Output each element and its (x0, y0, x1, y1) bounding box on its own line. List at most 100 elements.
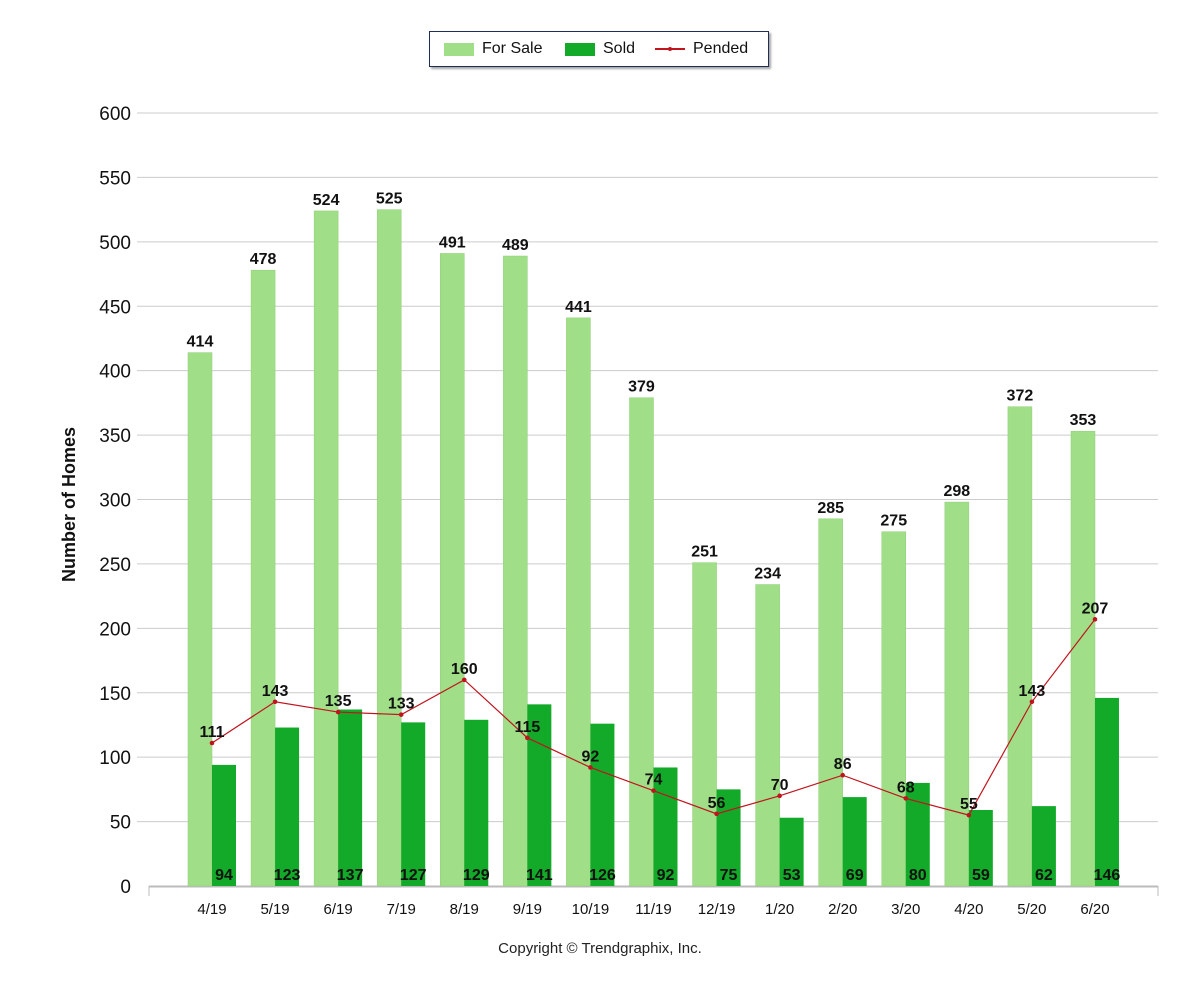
data-label-pended: 143 (1019, 683, 1046, 700)
pended-point (525, 735, 530, 741)
bar-sold (968, 809, 993, 886)
data-label-for-sale: 525 (376, 191, 403, 208)
bar-for-sale (755, 584, 780, 887)
data-label-pended: 92 (582, 748, 600, 765)
data-label-sold: 62 (1035, 867, 1053, 884)
bar-for-sale (503, 255, 528, 887)
bar-sold (275, 727, 300, 886)
data-label-pended: 115 (514, 719, 540, 736)
bar-for-sale (629, 397, 654, 887)
y-tick-label: 300 (99, 491, 131, 512)
data-label-pended: 133 (388, 696, 415, 713)
pended-point (335, 709, 341, 715)
y-tick-label: 500 (99, 233, 131, 254)
data-label-pended: 86 (834, 756, 852, 773)
bar-for-sale (692, 562, 717, 887)
data-label-pended: 143 (262, 683, 289, 700)
bar-for-sale (1007, 406, 1033, 887)
data-label-sold: 146 (1094, 867, 1121, 884)
data-label-sold: 129 (463, 867, 490, 884)
legend-label-pended: Pended (693, 40, 749, 57)
bar-sold (905, 782, 930, 886)
bar-for-sale (818, 518, 843, 887)
data-label-pended: 160 (451, 661, 478, 678)
bar-for-sale (440, 253, 465, 887)
data-label-pended: 56 (708, 795, 726, 812)
pended-point (903, 796, 909, 801)
legend-line-pended (655, 47, 685, 51)
data-label-for-sale: 298 (943, 483, 970, 500)
legend-label-for-sale: For Sale (482, 40, 543, 57)
x-tick-label: 3/20 (891, 901, 920, 918)
bar-sold (401, 722, 426, 886)
x-tick-label: 9/19 (513, 901, 542, 918)
y-tick-label: 350 (99, 426, 131, 447)
legend-label-sold: Sold (603, 40, 636, 57)
bar-sold (716, 789, 741, 886)
bar-sold (842, 797, 867, 886)
pended-point (588, 765, 593, 770)
bar-for-sale (187, 352, 213, 887)
data-label-for-sale: 524 (313, 192, 340, 209)
data-label-sold: 126 (589, 867, 616, 884)
x-tick-label: 2/20 (828, 901, 857, 918)
bar-sold (338, 709, 363, 886)
bar-sold (653, 767, 678, 886)
bar-sold (464, 719, 489, 886)
bar-for-sale (1070, 430, 1096, 887)
y-tick-label: 0 (120, 877, 131, 898)
x-tick-label: 4/19 (197, 901, 226, 918)
bar-sold (527, 704, 552, 886)
x-tick-label: 10/19 (572, 901, 610, 918)
bar-for-sale (376, 209, 402, 887)
y-tick-label: 600 (99, 104, 131, 125)
data-label-for-sale: 372 (1007, 388, 1034, 405)
data-label-for-sale: 441 (565, 299, 592, 316)
y-tick-label: 400 (99, 362, 131, 383)
data-label-sold: 75 (720, 867, 738, 884)
data-label-sold: 123 (274, 867, 301, 884)
bar-for-sale (313, 210, 339, 887)
data-label-for-sale: 489 (502, 237, 529, 254)
data-label-for-sale: 414 (187, 334, 214, 351)
bar-sold (590, 723, 615, 886)
y-tick-label: 150 (99, 684, 131, 705)
y-tick-label: 200 (99, 619, 131, 640)
data-label-sold: 53 (783, 867, 801, 884)
data-label-sold: 92 (657, 867, 675, 884)
pended-point (966, 812, 972, 818)
bar-for-sale (881, 531, 907, 887)
data-label-pended: 111 (200, 724, 225, 741)
legend-item-for-sale: For Sale (444, 32, 542, 66)
x-tick-label: 5/20 (1017, 901, 1046, 918)
data-label-sold: 141 (526, 867, 553, 884)
bar-sold (779, 817, 804, 886)
pended-point (398, 712, 404, 717)
y-tick-label: 550 (99, 168, 131, 189)
copyright-text: Copyright © Trendgraphix, Inc. (498, 940, 702, 957)
pended-point (777, 793, 782, 799)
data-label-sold: 137 (337, 867, 364, 884)
bar-for-sale (250, 269, 276, 887)
pended-point (461, 677, 467, 683)
bar-for-sale (566, 317, 591, 887)
bar-for-sale (944, 501, 970, 887)
x-tick-label: 5/19 (260, 901, 289, 918)
pended-point (714, 811, 719, 817)
legend-item-pended: Pended (655, 32, 748, 66)
data-label-pended: 135 (325, 693, 352, 710)
data-label-for-sale: 379 (628, 379, 655, 396)
data-label-sold: 94 (215, 867, 233, 884)
legend-swatch-for-sale (444, 42, 474, 56)
data-label-pended: 55 (960, 796, 978, 813)
data-label-for-sale: 275 (880, 513, 907, 530)
y-tick-label: 250 (99, 555, 131, 576)
data-label-for-sale: 234 (754, 566, 781, 583)
bar-sold (1031, 806, 1056, 886)
legend-swatch-sold (565, 42, 595, 56)
x-tick-label: 4/20 (954, 901, 983, 918)
y-tick-label: 100 (99, 748, 131, 769)
x-tick-label: 1/20 (765, 901, 794, 918)
